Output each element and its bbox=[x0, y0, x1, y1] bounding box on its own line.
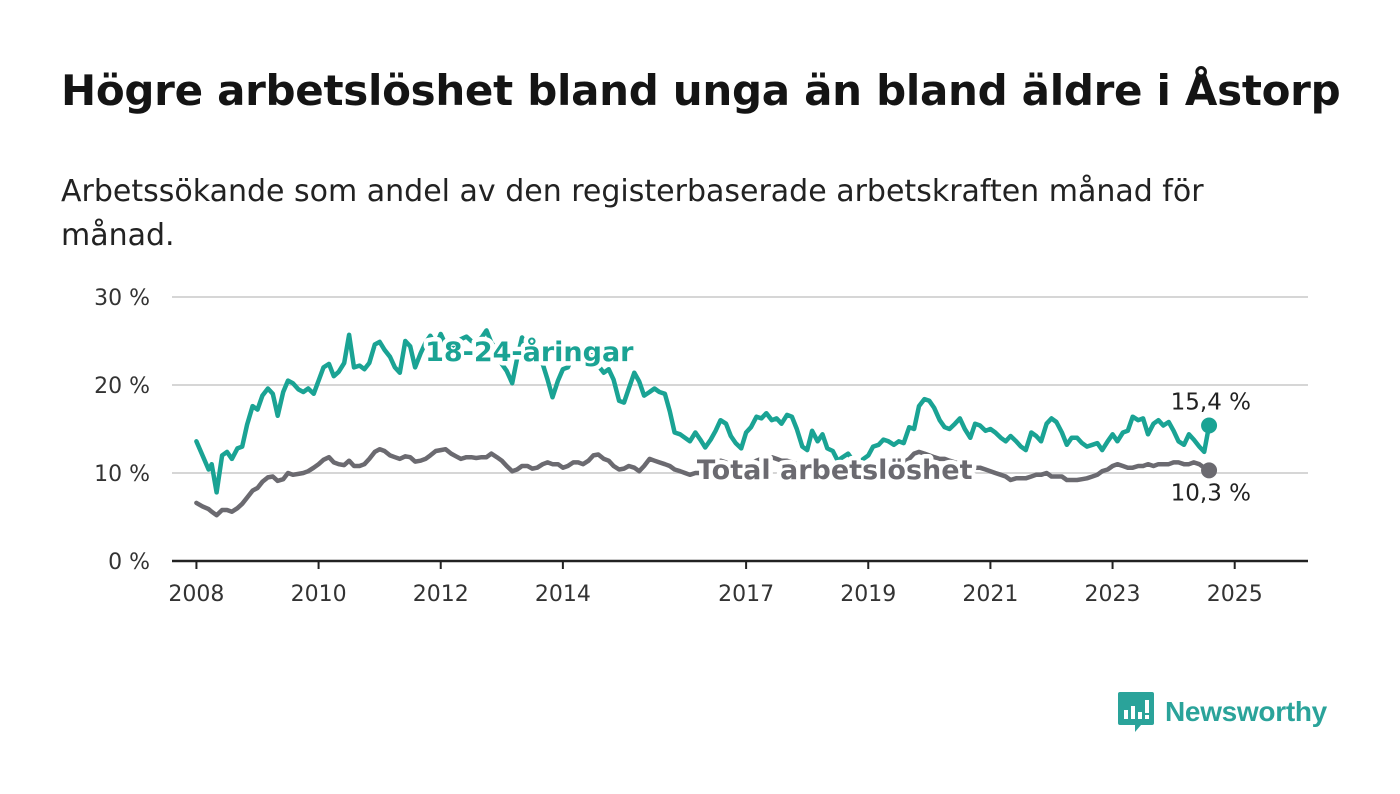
newsworthy-logo: Newsworthy bbox=[1117, 690, 1327, 734]
x-tick-label: 2010 bbox=[291, 582, 347, 607]
x-axis: 2008 2010 2012 2014 2017 2019 2021 2023 2025 bbox=[168, 559, 1308, 607]
x-tick-label: 2021 bbox=[962, 582, 1018, 607]
x-tick-label: 2023 bbox=[1085, 582, 1141, 607]
chart-subtitle: Arbetssökande som andel av den registerb… bbox=[61, 174, 1204, 253]
y-tick-label: 10 % bbox=[94, 462, 150, 487]
grid-lines bbox=[172, 296, 1308, 474]
series-end-label: 10,3 % bbox=[1171, 480, 1251, 506]
series-lines bbox=[194, 328, 1218, 518]
series-labels: 15,4 % 10,3 % 18-24-åringar Total arbetslös… bbox=[421, 332, 1251, 507]
y-axis-labels: 0 % 10 % 20 % 30 % bbox=[94, 286, 150, 575]
y-tick-label: 20 % bbox=[94, 374, 150, 399]
series-line-youth bbox=[194, 328, 1212, 495]
y-tick-label: 30 % bbox=[94, 286, 150, 311]
series-end-point bbox=[1201, 462, 1218, 479]
x-tick-label: 2025 bbox=[1207, 582, 1263, 607]
x-tick-label: 2019 bbox=[840, 582, 896, 607]
series-name-label: Total arbetslöshet bbox=[697, 455, 973, 486]
x-tick-label: 2008 bbox=[168, 582, 224, 607]
chart-title: Högre arbetslöshet bland unga än bland ä… bbox=[61, 66, 1341, 115]
newsworthy-logo-icon bbox=[1118, 692, 1154, 732]
series-name-label: 18-24-åringar bbox=[425, 336, 634, 368]
x-tick-label: 2017 bbox=[718, 582, 774, 607]
series-line-total bbox=[194, 446, 1212, 518]
y-tick-label: 0 % bbox=[108, 550, 150, 575]
logo-text: Newsworthy bbox=[1165, 696, 1327, 727]
series-end-label: 15,4 % bbox=[1171, 389, 1251, 415]
series-end-point bbox=[1201, 417, 1218, 434]
x-tick-label: 2012 bbox=[413, 582, 469, 607]
x-tick-label: 2014 bbox=[535, 582, 591, 607]
